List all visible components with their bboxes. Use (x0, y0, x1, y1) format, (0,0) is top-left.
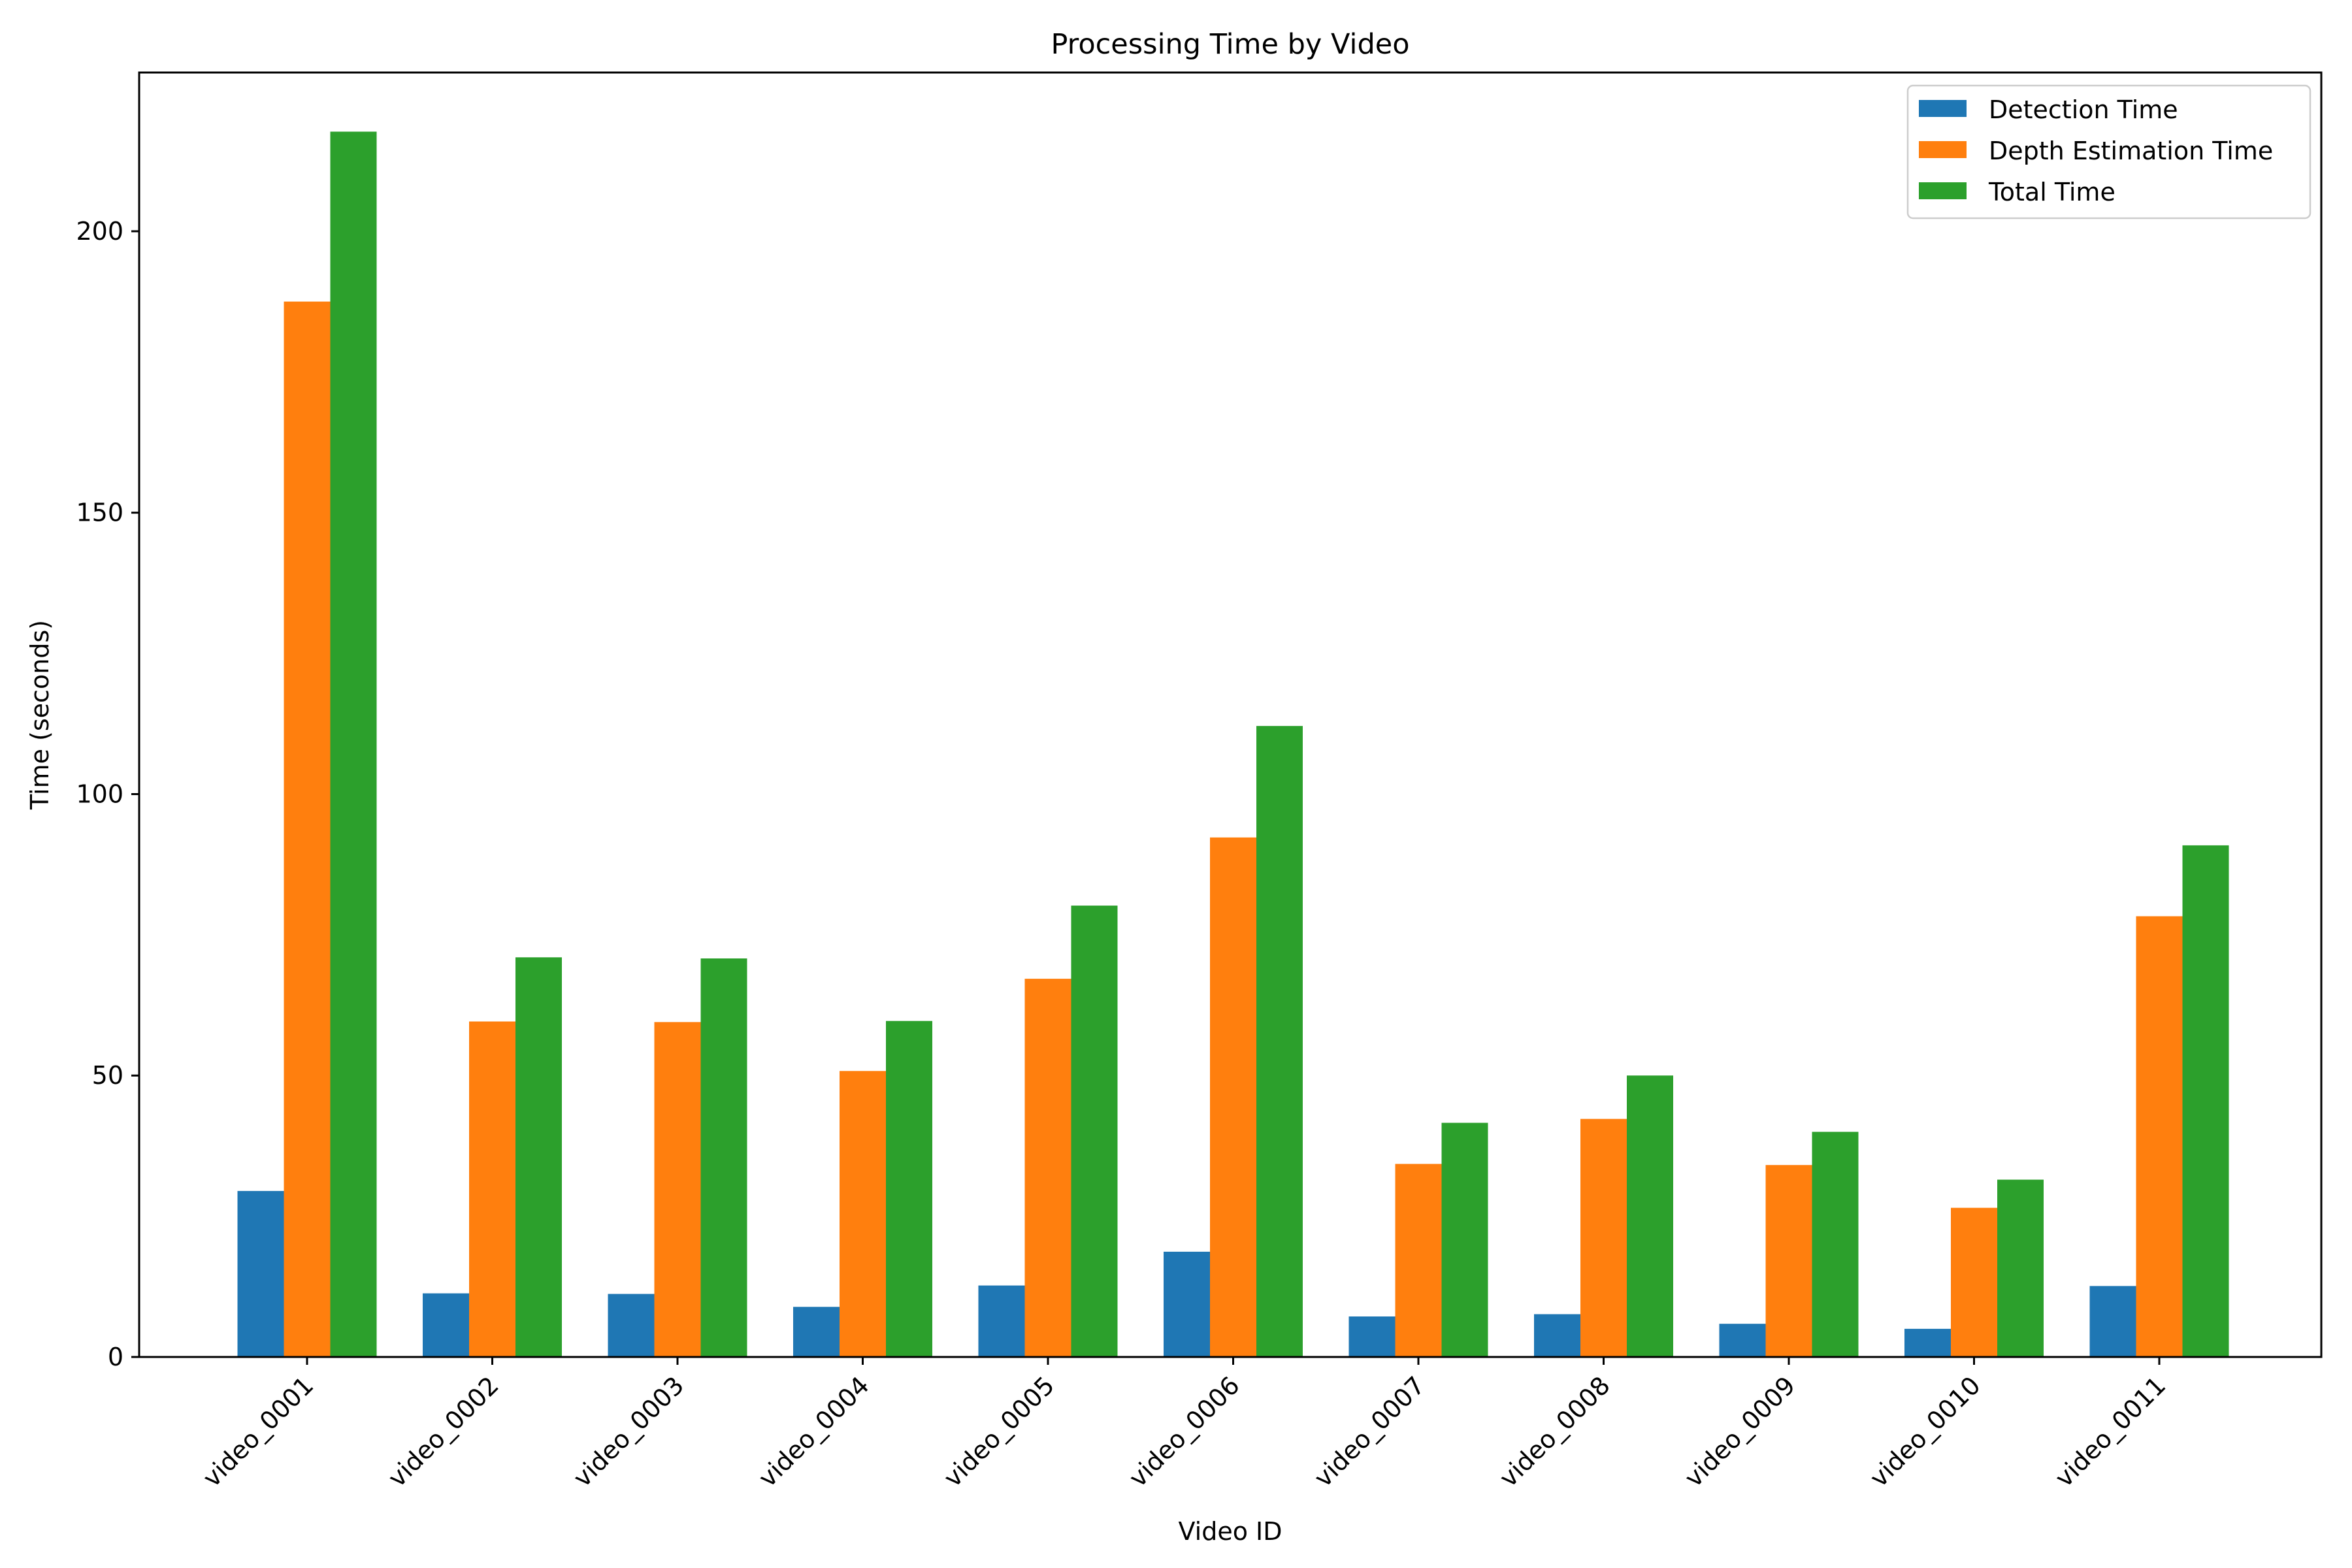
x-tick-label: video_0009 (1679, 1371, 1801, 1492)
bar-total-time-video_0007 (1441, 1122, 1488, 1357)
x-tick-label: video_0008 (1494, 1371, 1616, 1492)
legend-label-detection-time: Detection Time (1989, 95, 2178, 124)
x-tick-label: video_0003 (568, 1371, 689, 1492)
bar-detection-time-video_0006 (1164, 1251, 1210, 1357)
x-axis: video_0001 video_0002 video_0003 video_0004… (197, 1357, 2171, 1493)
bar-total-time-video_0002 (515, 957, 562, 1357)
bar-depth-estimation-time-video_0001 (284, 301, 331, 1358)
bar-detection-time-video_0001 (237, 1190, 284, 1357)
plot-frame (138, 71, 2323, 1358)
bar-detection-time-video_0011 (2089, 1286, 2136, 1357)
bar-detection-time-video_0003 (608, 1294, 655, 1357)
chart-title: Processing Time by Video (1051, 28, 1409, 61)
bar-total-time-video_0005 (1071, 906, 1118, 1357)
y-tick-label: 100 (76, 779, 123, 808)
x-tick-label: video_0005 (938, 1371, 1060, 1492)
bar-detection-time-video_0009 (1719, 1324, 1766, 1357)
x-tick-label: video_0006 (1124, 1371, 1245, 1492)
bar-total-time-video_0010 (1997, 1179, 2044, 1357)
y-tick-label: 150 (76, 498, 123, 527)
y-tick-label: 200 (76, 217, 123, 246)
y-tick-label: 50 (92, 1061, 123, 1090)
legend-label-depth-estimation-time: Depth Estimation Time (1989, 137, 2273, 165)
x-tick-label: video_0007 (1309, 1371, 1430, 1492)
bar-total-time-video_0003 (700, 958, 747, 1357)
x-tick-label: video_0004 (753, 1371, 875, 1492)
bar-detection-time-video_0005 (978, 1285, 1025, 1357)
bar-depth-estimation-time-video_0010 (1951, 1207, 1997, 1357)
x-tick-label: video_0002 (383, 1371, 504, 1492)
bar-total-time-video_0004 (886, 1021, 932, 1357)
x-tick-label: video_0011 (2050, 1371, 2171, 1492)
legend-box (1906, 84, 2311, 220)
bar-detection-time-video_0007 (1348, 1316, 1396, 1357)
legend: Detection Time Depth Estimation Time Tot… (1906, 84, 2311, 220)
bar-depth-estimation-time-video_0006 (1210, 837, 1256, 1357)
bar-depth-estimation-time-video_0011 (2136, 916, 2183, 1357)
bar-total-time-video_0008 (1627, 1075, 1673, 1357)
bar-detection-time-video_0004 (793, 1307, 840, 1357)
bar-total-time-video_0001 (330, 131, 377, 1357)
bar-depth-estimation-time-video_0003 (654, 1022, 701, 1357)
bar-total-time-video_0009 (1812, 1132, 1859, 1357)
bar-detection-time-video_0010 (1904, 1328, 1951, 1357)
legend-swatch-total-time (1919, 182, 1967, 199)
y-axis: 0 50 100 150 200 (76, 217, 139, 1371)
bar-depth-estimation-time-video_0008 (1580, 1119, 1627, 1357)
bar-depth-estimation-time-video_0007 (1395, 1164, 1442, 1357)
bar-depth-estimation-time-video_0002 (469, 1021, 515, 1357)
bar-detection-time-video_0002 (423, 1293, 469, 1357)
x-axis-label: Video ID (1178, 1517, 1282, 1546)
legend-swatch-detection-time (1919, 100, 1967, 117)
legend-label-total-time: Total Time (1988, 178, 2115, 206)
bar-depth-estimation-time-video_0009 (1765, 1165, 1812, 1357)
y-tick-label: 0 (108, 1343, 123, 1371)
legend-swatch-depth-estimation-time (1919, 141, 1967, 158)
bar-depth-estimation-time-video_0005 (1024, 979, 1071, 1357)
bar-total-time-video_0006 (1256, 726, 1303, 1357)
y-axis-label: Time (seconds) (25, 620, 54, 810)
bars-layer (237, 131, 2229, 1358)
x-tick-label: video_0001 (197, 1371, 319, 1492)
bar-detection-time-video_0008 (1534, 1314, 1580, 1357)
bar-total-time-video_0011 (2182, 845, 2229, 1357)
bar-depth-estimation-time-video_0004 (840, 1071, 886, 1357)
x-tick-label: video_0010 (1865, 1371, 1986, 1492)
